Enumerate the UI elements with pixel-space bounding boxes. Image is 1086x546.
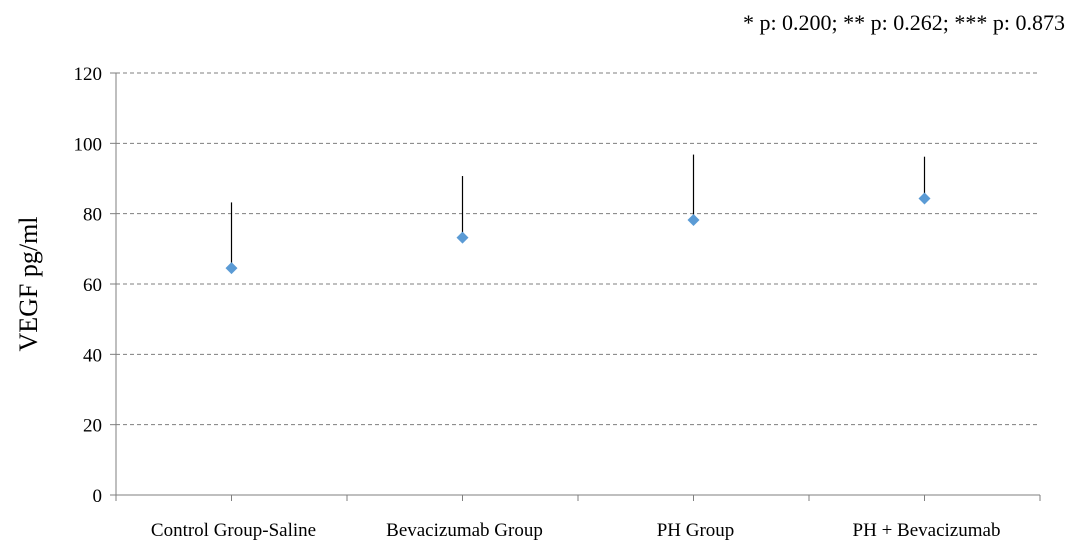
y-tick-label: 100 <box>74 134 103 155</box>
y-tick-labels: 0 20 40 60 80 100 120 <box>74 64 103 507</box>
y-tick-label: 80 <box>83 205 102 226</box>
y-tick-label: 0 <box>93 486 103 507</box>
gridlines <box>116 72 1040 426</box>
p-value-annotation: * p: 0.200; ** p: 0.262; *** p: 0.873 <box>743 10 1065 35</box>
y-tick-label: 120 <box>74 64 103 85</box>
x-tick-label: Control Group-Saline <box>151 520 316 541</box>
x-tick-label: PH + Bevacizumab <box>853 520 1001 541</box>
y-tick-label: 20 <box>83 416 102 437</box>
y-axis-label: VEGF pg/ml <box>14 216 43 351</box>
axes <box>110 72 1041 501</box>
data-point-marker <box>687 213 700 226</box>
y-tick-label: 40 <box>83 345 102 366</box>
data-point-marker <box>918 192 931 205</box>
x-tick-labels: Control Group-Saline Bevacizumab Group PH … <box>151 520 1001 541</box>
x-tick-label: PH Group <box>657 520 735 541</box>
data-point-marker <box>225 262 238 275</box>
x-tick-label: Bevacizumab Group <box>386 520 543 541</box>
data-point-marker <box>456 231 469 244</box>
y-tick-label: 60 <box>83 275 102 296</box>
data-points <box>225 192 931 275</box>
error-bars <box>230 154 926 269</box>
